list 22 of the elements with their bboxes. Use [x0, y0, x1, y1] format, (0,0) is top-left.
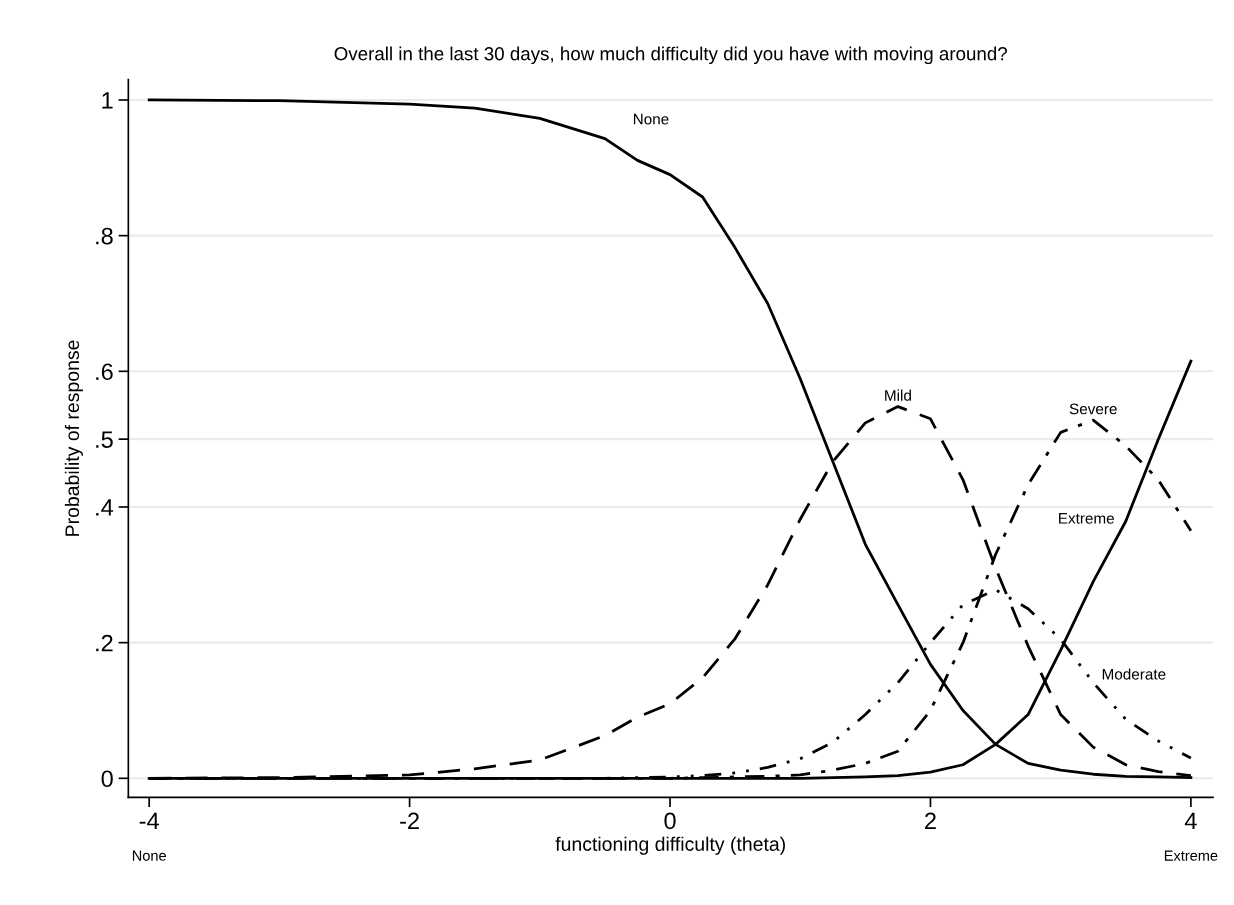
y-tick-label: .5: [96, 431, 113, 448]
x-tick-label: 4: [1184, 812, 1197, 829]
text: Extreme: [1164, 850, 1218, 861]
y-tick-label: .2: [96, 634, 113, 652]
y-tick-label: .6: [96, 363, 113, 381]
chart-title: Overall in the last 30 days, how much difficulty did you have with moving around?: [334, 46, 1007, 65]
x-tick-label: -2: [400, 812, 419, 829]
x-tick-label: 0: [664, 812, 676, 830]
series-label: Mild: [885, 389, 911, 401]
y-tick-label: 0: [101, 770, 113, 788]
series-label: Moderate: [1102, 668, 1166, 680]
series-label: Extreme: [1059, 513, 1114, 524]
y-tick-label: 1: [102, 92, 113, 109]
y-tick-label: .4: [96, 499, 114, 516]
text: None: [132, 850, 166, 861]
series-label: Severe: [1069, 403, 1117, 415]
x-axis-title: functioning difficulty (theta): [555, 836, 785, 855]
x-tick-label: -4: [139, 812, 159, 829]
y-tick-label: .8: [96, 227, 113, 245]
y-axis-title: Probability of response: [64, 340, 83, 536]
series-label: None: [633, 113, 669, 125]
x-tick-label: 2: [925, 812, 936, 829]
